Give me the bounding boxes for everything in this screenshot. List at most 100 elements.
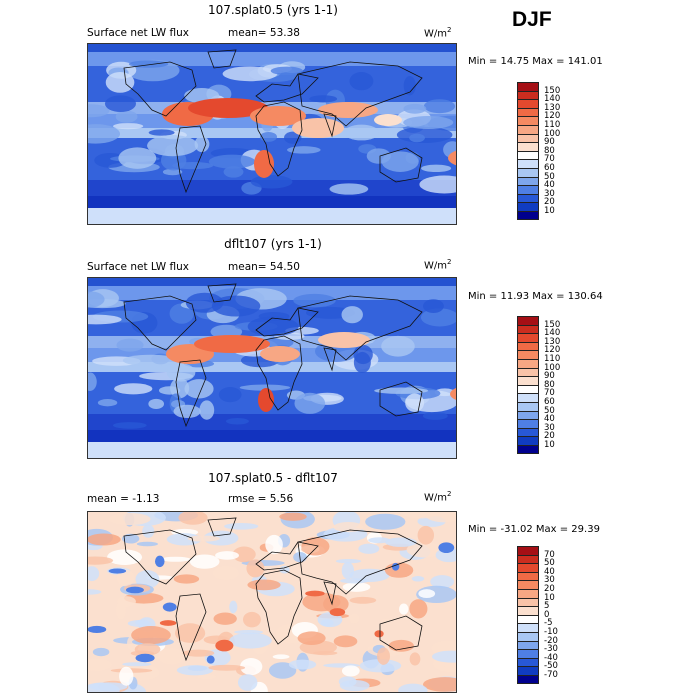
colorbar-segment — [517, 640, 539, 650]
colorbar-segment — [517, 597, 539, 607]
colorbar-tick-label: -50 — [544, 661, 558, 672]
colorbar-tick-label: 40 — [544, 180, 555, 191]
panel-2-units: W/m2 — [424, 258, 452, 272]
colorbar-tick-label: 130 — [544, 336, 561, 347]
colorbar-tick-label: 20 — [544, 431, 555, 442]
colorbar-segment — [517, 142, 539, 151]
colorbar-segment — [517, 614, 539, 624]
colorbar-segment — [517, 333, 539, 342]
colorbar-tick-label: -30 — [544, 644, 558, 655]
colorbar-segment — [517, 90, 539, 100]
panel-2-title: dflt107 (yrs 1-1) — [224, 237, 322, 251]
panel-1-minmax: Min = 14.75 Max = 141.01 — [468, 56, 603, 67]
colorbar-tick-label: 70 — [544, 154, 555, 165]
colorbar-tick-label: 60 — [544, 163, 555, 173]
colorbar-tick-label: -70 — [544, 670, 558, 680]
panel-3-title: 107.splat0.5 - dflt107 — [208, 471, 338, 485]
colorbar-segment — [517, 393, 539, 402]
panel-2-minmax: Min = 11.93 Max = 130.64 — [468, 291, 603, 302]
panel-2-map — [87, 277, 457, 459]
colorbar-segment — [517, 185, 539, 194]
panel-3-minmax: Min = -31.02 Max = 29.39 — [468, 524, 600, 535]
colorbar-tick-label: 40 — [544, 414, 555, 425]
colorbar-segment — [517, 358, 539, 368]
colorbar-tick-label: 110 — [544, 120, 561, 130]
colorbar-tick-label: 140 — [544, 94, 561, 105]
colorbar-segment — [517, 571, 539, 581]
colorbar-tick-label: -40 — [544, 652, 558, 663]
colorbar-segment — [517, 107, 539, 117]
colorbar-tick-label: 10 — [544, 440, 555, 450]
colorbar-tick-label: 130 — [544, 102, 561, 113]
colorbar-tick-label: 60 — [544, 397, 555, 407]
colorbar-tick-label: -10 — [544, 627, 558, 637]
colorbar-segment — [517, 427, 539, 437]
colorbar-segment — [517, 159, 539, 168]
panel-3-map — [87, 511, 457, 693]
colorbar-segment — [517, 376, 539, 385]
colorbar-tick-label: 70 — [544, 388, 555, 399]
panel-2-colorbar — [517, 316, 539, 454]
colorbar-segment — [517, 401, 539, 411]
colorbar-segment — [517, 410, 539, 420]
colorbar-segment — [517, 631, 539, 641]
colorbar-tick-label: 30 — [544, 575, 555, 586]
colorbar-segment — [517, 99, 539, 108]
panel-1-title: 107.splat0.5 (yrs 1-1) — [208, 3, 338, 17]
colorbar-segment — [517, 202, 539, 211]
colorbar-tick-label: 50 — [544, 405, 555, 416]
colorbar-segment — [517, 674, 539, 684]
colorbar-tick-label: 5 — [544, 601, 550, 612]
colorbar-segment — [517, 167, 539, 177]
panel-2-field-label: Surface net LW flux — [87, 261, 189, 273]
colorbar-tick-label: 10 — [544, 592, 555, 603]
colorbar-tick-label: 90 — [544, 371, 555, 382]
colorbar-segment — [517, 324, 539, 334]
colorbar-tick-label: 100 — [544, 128, 561, 139]
colorbar-segment — [517, 546, 539, 555]
colorbar-segment — [517, 133, 539, 143]
panel-1-field-label: Surface net LW flux — [87, 27, 189, 39]
colorbar-segment — [517, 554, 539, 564]
colorbar-segment — [517, 384, 539, 394]
panel-3-units: W/m2 — [424, 490, 452, 504]
season-label: DJF — [512, 8, 552, 31]
colorbar-segment — [517, 649, 539, 658]
colorbar-tick-label: 120 — [544, 345, 561, 356]
colorbar-segment — [517, 606, 539, 615]
panel-3-mean: mean = -1.13 — [87, 493, 160, 505]
colorbar-tick-label: -5 — [544, 618, 553, 629]
panel-1-map — [87, 43, 457, 225]
panel-2-mean: mean= 54.50 — [228, 261, 300, 273]
colorbar-segment — [517, 588, 539, 598]
colorbar-tick-label: 90 — [544, 137, 555, 148]
colorbar-tick-label: 10 — [544, 206, 555, 216]
colorbar-segment — [517, 193, 539, 203]
colorbar-tick-label: 80 — [544, 379, 555, 390]
colorbar-segment — [517, 444, 539, 454]
colorbar-tick-label: 150 — [544, 319, 561, 330]
colorbar-tick-label: -20 — [544, 635, 558, 646]
colorbar-segment — [517, 436, 539, 445]
colorbar-tick-label: 20 — [544, 584, 555, 594]
colorbar-segment — [517, 316, 539, 325]
colorbar-segment — [517, 666, 539, 675]
panel-1-colorbar — [517, 82, 539, 220]
colorbar-segment — [517, 116, 539, 125]
colorbar-segment — [517, 82, 539, 91]
colorbar-segment — [517, 341, 539, 351]
colorbar-segment — [517, 657, 539, 667]
colorbar-segment — [517, 623, 539, 632]
colorbar-tick-label: 150 — [544, 85, 561, 96]
colorbar-segment — [517, 580, 539, 589]
colorbar-segment — [517, 176, 539, 186]
colorbar-tick-label: 30 — [544, 188, 555, 199]
colorbar-tick-label: 30 — [544, 422, 555, 433]
panel-3-rmse: rmse = 5.56 — [228, 493, 294, 505]
colorbar-tick-label: 80 — [544, 145, 555, 156]
colorbar-tick-label: 120 — [544, 111, 561, 122]
colorbar-tick-label: 100 — [544, 362, 561, 373]
colorbar-segment — [517, 419, 539, 428]
panel-1-mean: mean= 53.38 — [228, 27, 300, 39]
colorbar-tick-label: 40 — [544, 566, 555, 577]
